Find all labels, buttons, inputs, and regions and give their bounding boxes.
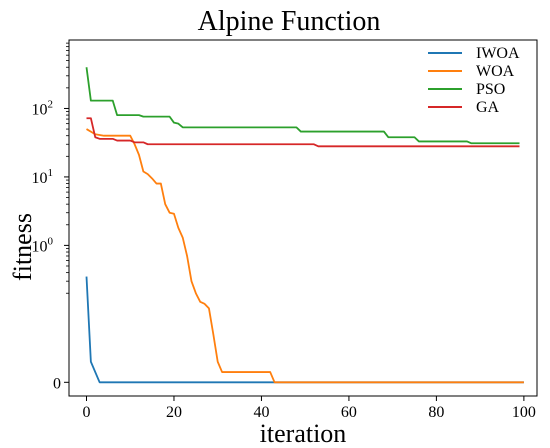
- y-tick-label: 0: [53, 375, 61, 392]
- series-line-woa: [86, 128, 524, 384]
- legend-label-ga: GA: [476, 99, 500, 116]
- y-axis-ticks: 0 100 101 102: [32, 42, 69, 392]
- x-tick-label: 40: [253, 404, 269, 421]
- legend-label-woa: WOA: [476, 63, 515, 80]
- chart-title: Alpine Function: [198, 6, 381, 37]
- series-line-pso: [85, 67, 520, 145]
- series-line-ga: [86, 117, 520, 148]
- y-tick-label: 100: [32, 235, 54, 255]
- x-axis-ticks: 0 20 40 60 80 100: [82, 396, 536, 421]
- x-tick-label: 0: [82, 404, 90, 421]
- x-tick-label: 20: [166, 404, 182, 421]
- y-tick-label: 102: [32, 98, 54, 118]
- y-tick-label: 101: [32, 167, 54, 187]
- plot-border: [68, 39, 538, 397]
- legend-label-pso: PSO: [476, 81, 505, 98]
- series-line-iwoa: [85, 276, 524, 384]
- x-tick-label: 60: [341, 404, 357, 421]
- y-axis-label: fitness: [8, 213, 37, 281]
- legend-label-iwoa: IWOA: [476, 45, 520, 62]
- x-tick-label: 80: [428, 404, 444, 421]
- x-axis-label: iteration: [260, 419, 347, 448]
- series-lines: [85, 67, 524, 384]
- x-tick-label: 100: [512, 404, 536, 421]
